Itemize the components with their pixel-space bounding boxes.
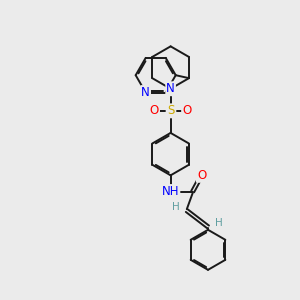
Text: O: O [197, 169, 206, 182]
Text: H: H [215, 218, 223, 228]
Text: O: O [150, 104, 159, 117]
Text: NH: NH [162, 185, 179, 198]
Text: S: S [167, 104, 174, 117]
Text: O: O [182, 104, 191, 117]
Text: N: N [141, 86, 150, 99]
Text: N: N [166, 82, 175, 95]
Text: H: H [172, 202, 179, 212]
